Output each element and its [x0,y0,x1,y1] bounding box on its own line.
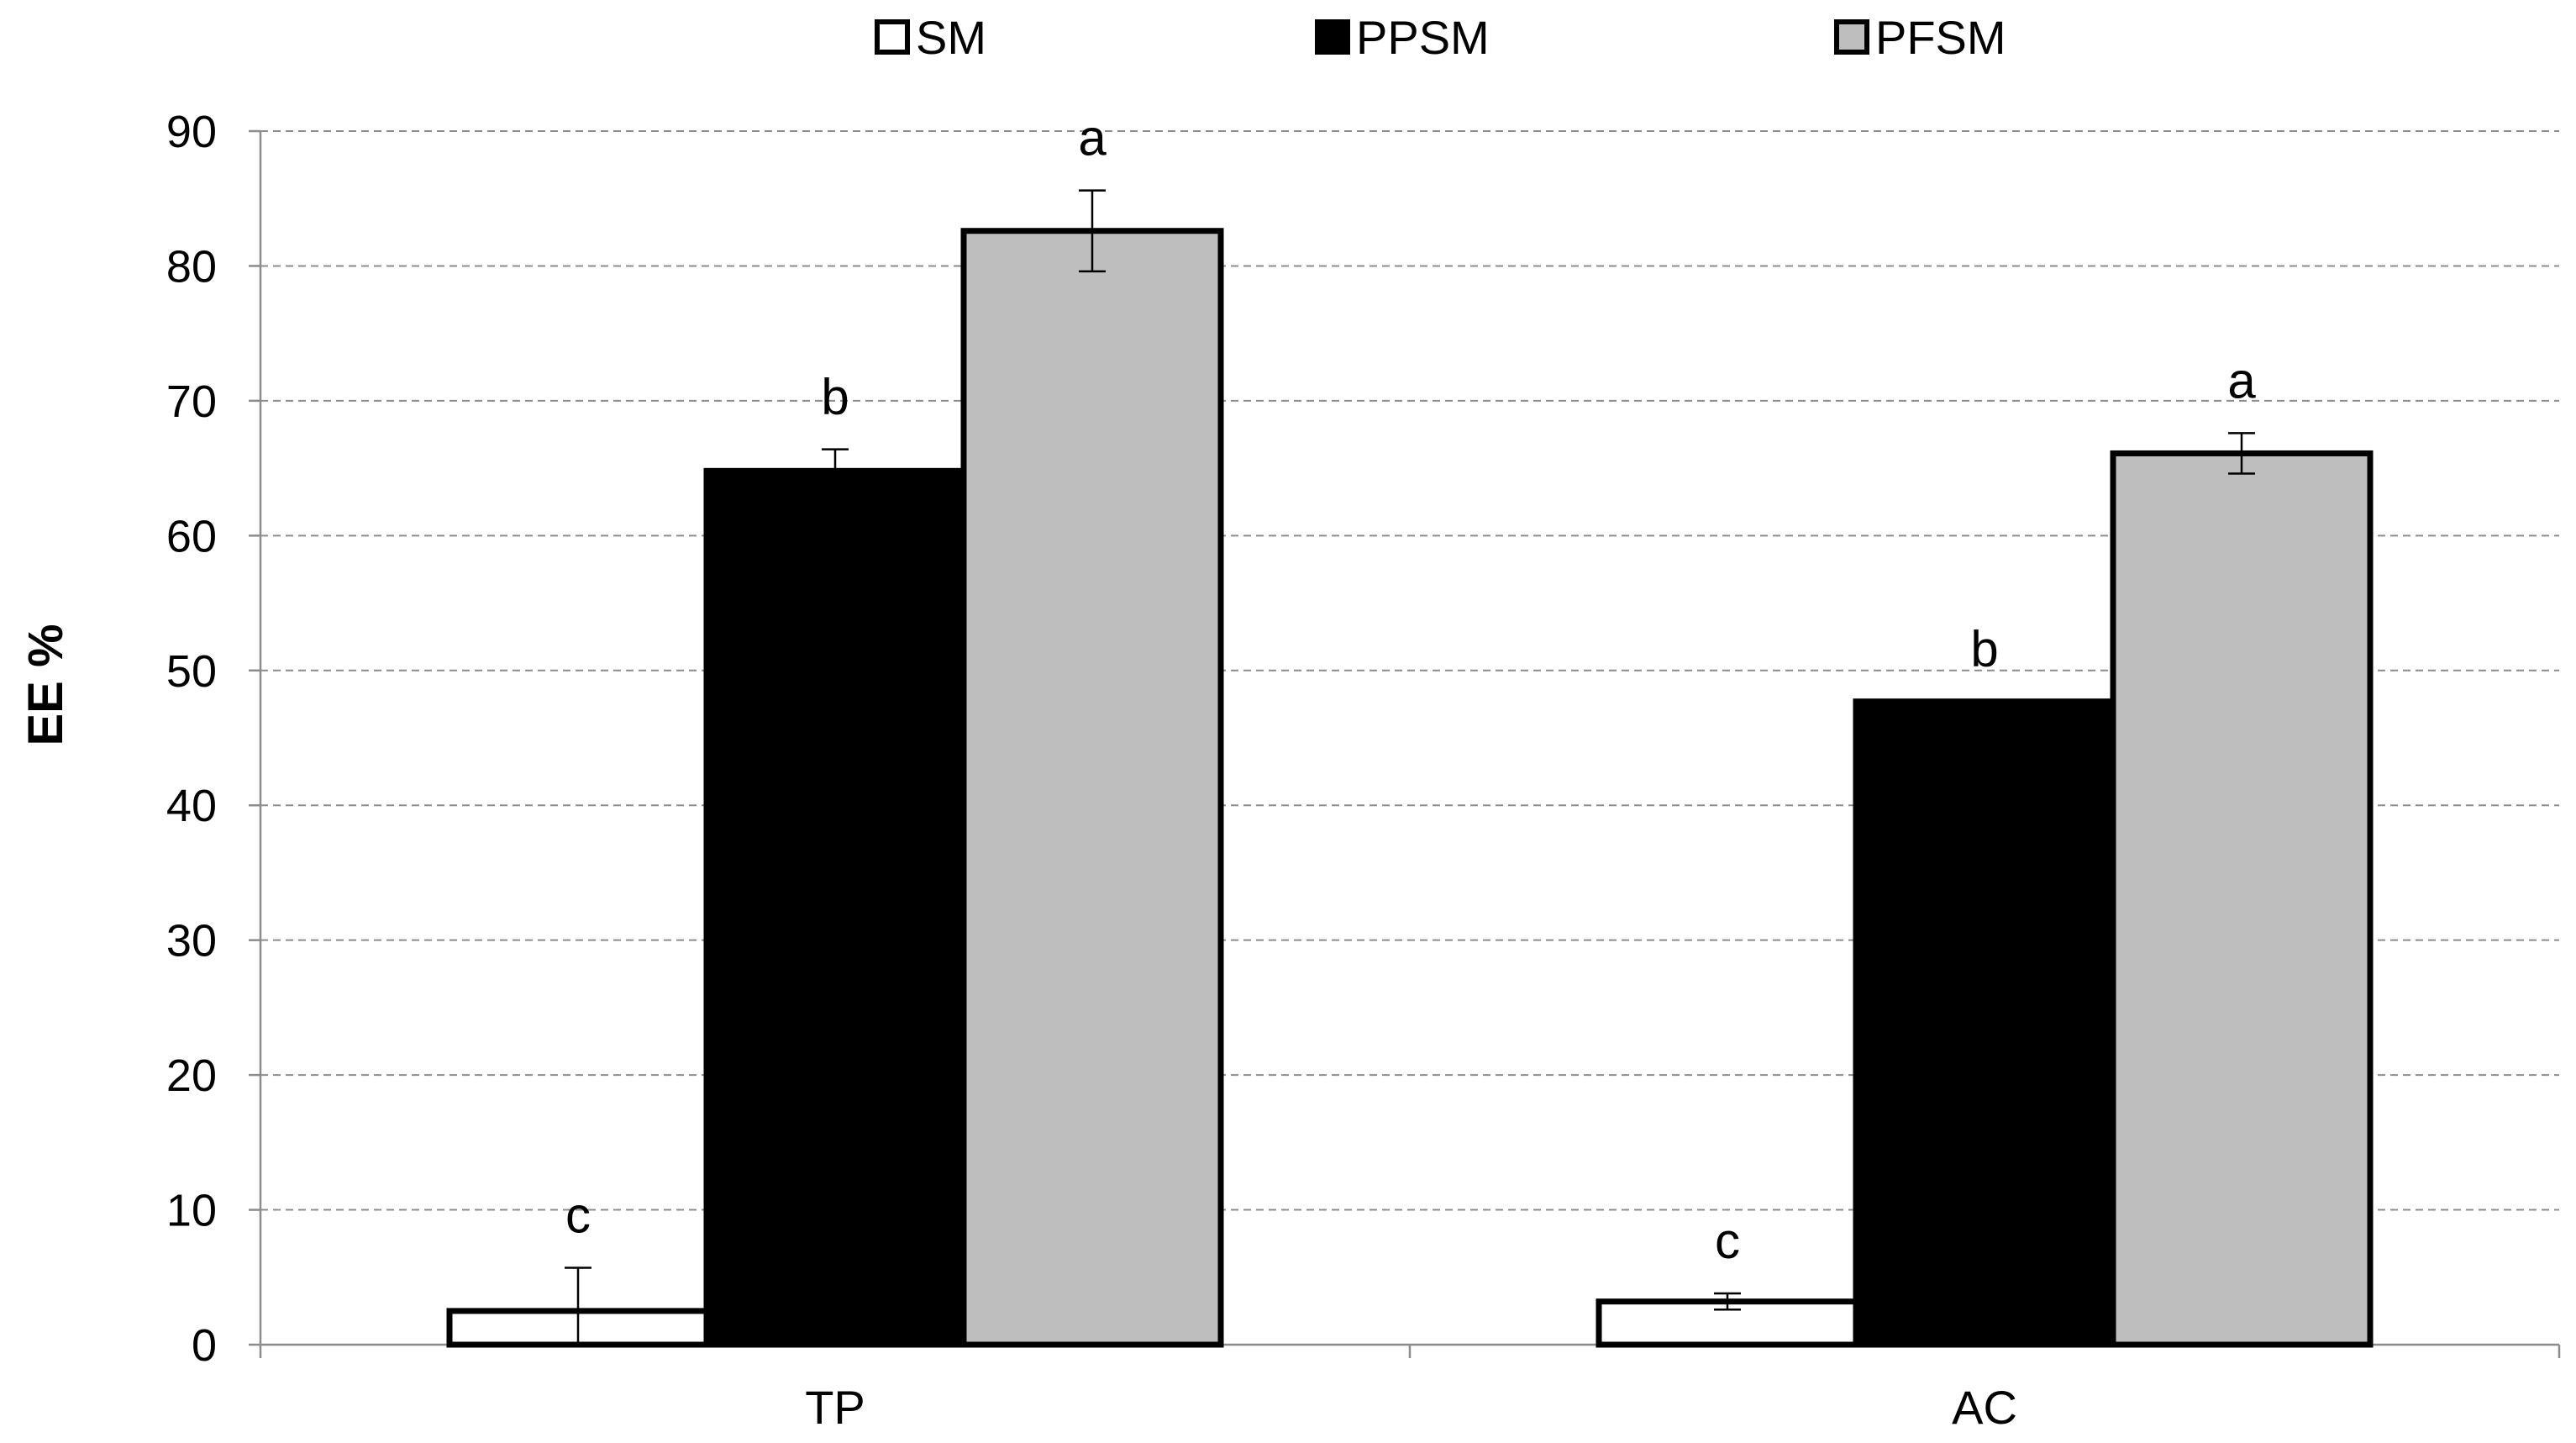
y-tick-label-70: 70 [166,377,217,427]
y-tick-label-20: 20 [166,1051,217,1101]
significance-letter-sm-ac: c [1715,1213,1740,1269]
bar-ppsm-tp [703,467,967,1348]
significance-letter-ppsm-tp: b [821,369,849,425]
x-tick-label-tp: TP [805,1381,865,1434]
significance-letter-pfsm-ac: a [2227,352,2256,408]
y-tick-label-30: 30 [166,916,217,966]
y-tick-label-0: 0 [192,1320,217,1371]
legend-label-ppsm: PPSM [1356,11,1490,64]
axes: 0 10 20 30 40 50 60 70 80 90 [166,107,2561,1371]
bar-pfsm-tp [960,228,1224,1348]
y-tick-label-80: 80 [166,241,217,292]
labels: TP c b a AC c b a [565,110,2256,1434]
bars [446,189,2374,1348]
legend-label-pfsm: PFSM [1875,11,2006,64]
legend: SM PPSM PFSM [875,11,2006,64]
grid-lines [260,130,2559,1211]
y-tick-label-10: 10 [166,1186,217,1236]
legend-label-sm: SM [916,11,986,64]
bar-pfsm-ac [2110,450,2374,1348]
bar-ppsm-ac [1853,698,2116,1348]
significance-letter-sm-tp: c [565,1188,591,1244]
significance-letter-ppsm-ac: b [1970,621,1998,677]
y-axis-title: EE % [18,624,73,745]
y-tick-label-60: 60 [166,511,217,561]
legend-swatch-sm [875,19,910,55]
legend-swatch-ppsm [1315,19,1350,55]
significance-letter-pfsm-tp: a [1078,110,1107,166]
y-tick-label-50: 50 [166,646,217,697]
legend-swatch-pfsm [1834,19,1869,55]
x-tick-label-ac: AC [1952,1381,2017,1434]
y-tick-label-90: 90 [166,107,217,157]
y-tick-label-40: 40 [166,781,217,831]
